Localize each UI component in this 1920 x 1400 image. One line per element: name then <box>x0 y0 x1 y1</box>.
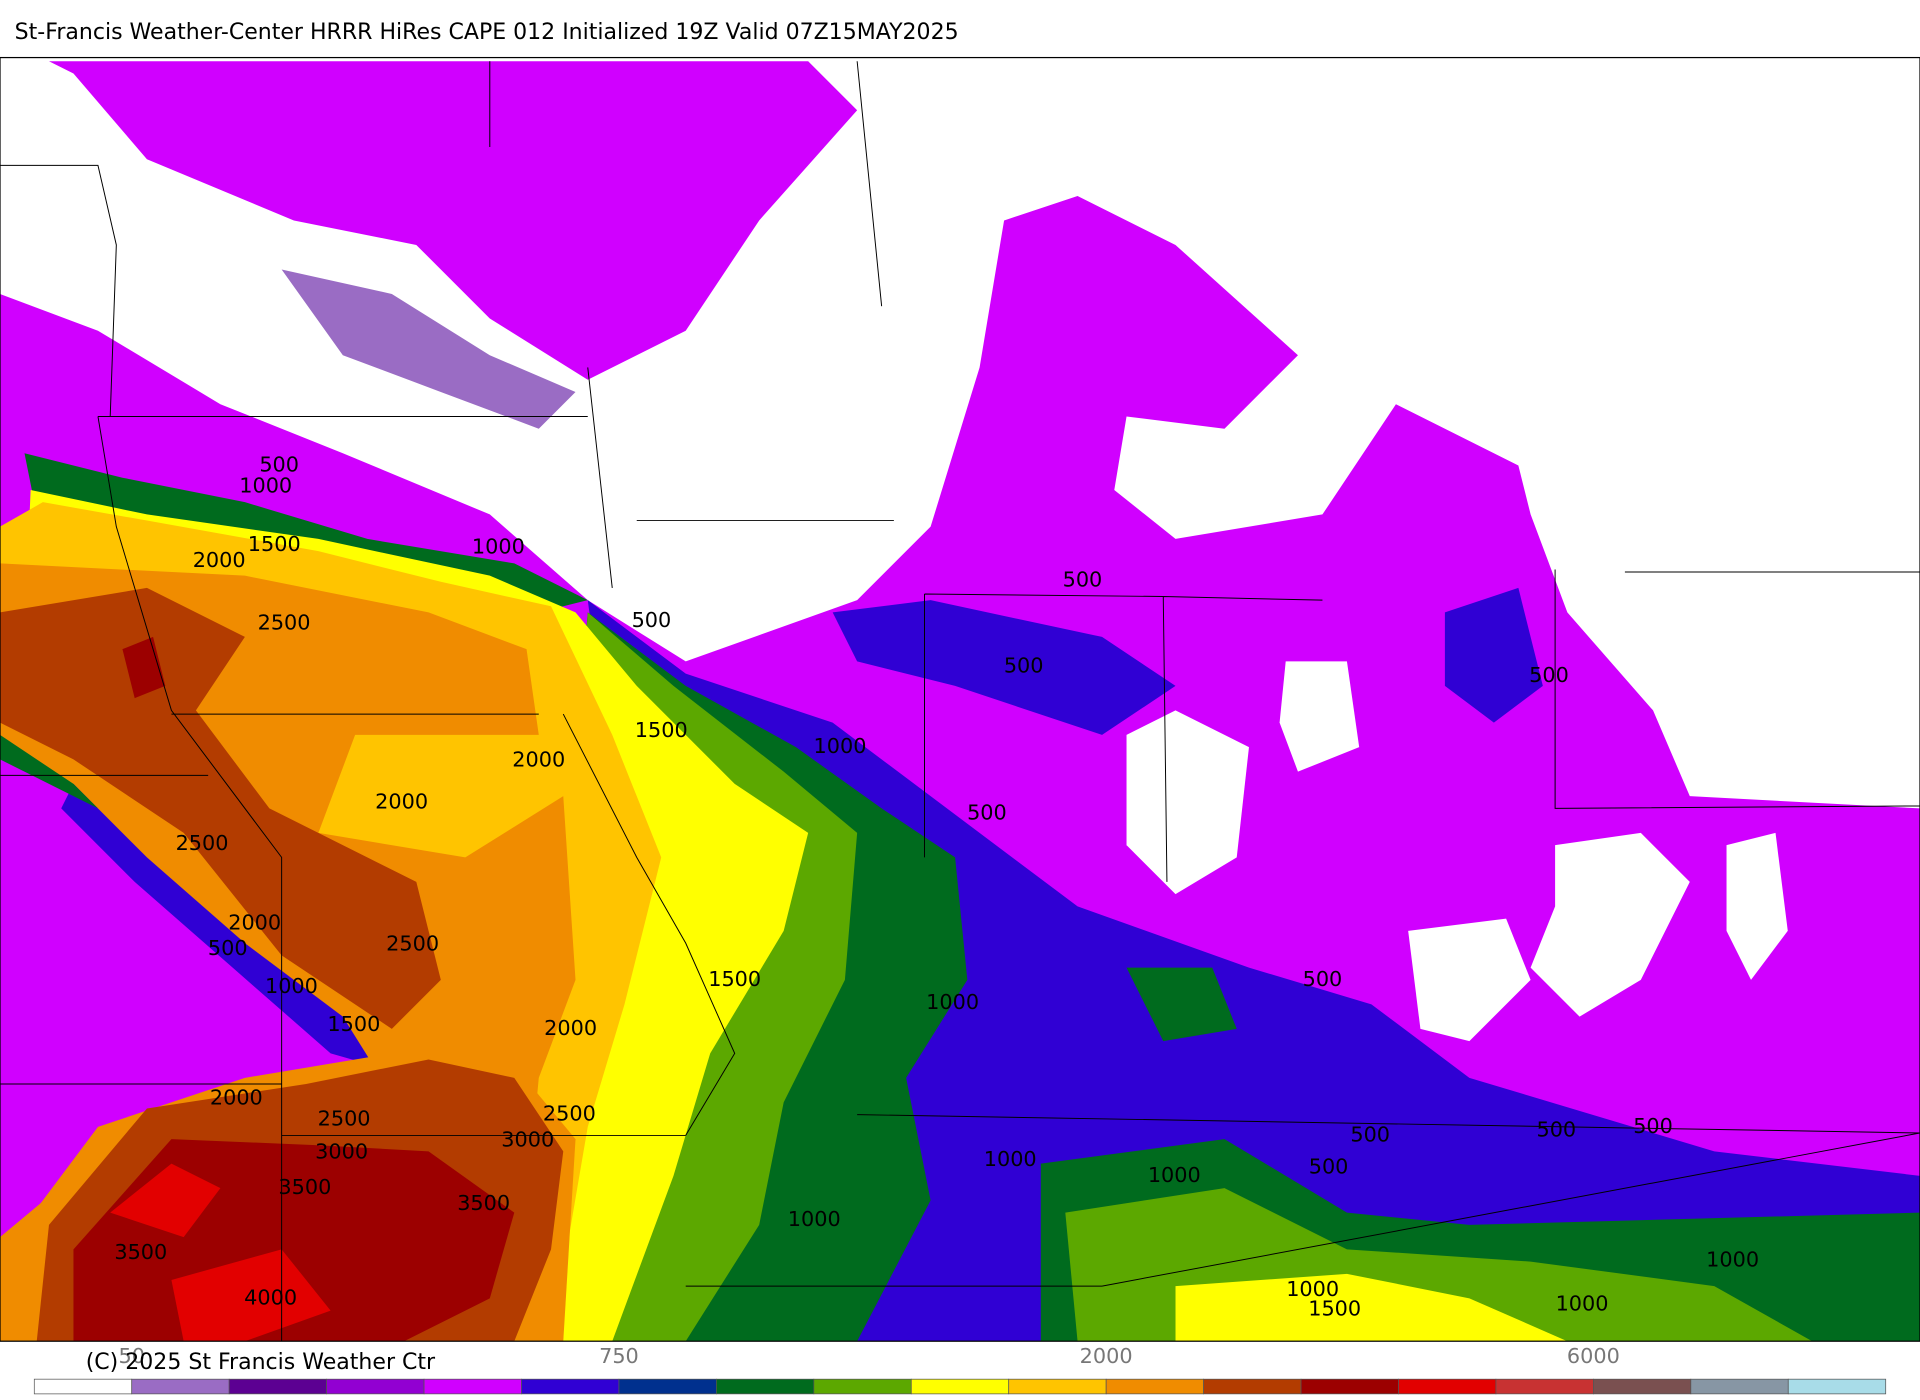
contour-label: 1500 <box>327 1012 380 1036</box>
field-dark-green <box>0 734 98 809</box>
colorbar-label: 50 <box>118 1344 144 1368</box>
colorbar-cell <box>1008 1378 1107 1395</box>
colorbar-cell <box>910 1378 1010 1395</box>
contour-label: 500 <box>632 608 672 632</box>
contour-label: 1000 <box>239 473 292 497</box>
title: St-Francis Weather-Center HRRR HiRes CAP… <box>15 20 959 45</box>
colorbar-cell <box>1787 1378 1887 1395</box>
field-blue <box>1444 587 1543 723</box>
contour-label: 2000 <box>375 789 428 813</box>
contour-label: 1500 <box>635 718 688 742</box>
colorbar-cell <box>618 1378 717 1395</box>
colorbar-label: 2000 <box>1080 1344 1133 1368</box>
field-magenta <box>48 61 858 380</box>
boundaries <box>0 61 1920 1342</box>
colorbar-cell <box>423 1378 522 1395</box>
contour-label: 3500 <box>278 1175 331 1199</box>
contour-label: 500 <box>1633 1114 1673 1138</box>
copyright: (C) 2025 St Francis Weather Ctr <box>86 1350 436 1375</box>
colorbar-cell <box>1300 1378 1399 1395</box>
contour-label: 3000 <box>501 1127 554 1151</box>
contour-label: 3500 <box>114 1240 167 1264</box>
contour-label: 2000 <box>544 1016 597 1040</box>
contour-label: 1000 <box>1556 1291 1609 1315</box>
contour-label: 1000 <box>1148 1163 1201 1187</box>
contour-label: 2500 <box>318 1107 371 1131</box>
field-light-purple <box>281 269 576 429</box>
border <box>0 61 1920 1342</box>
colorbar-cell <box>33 1378 133 1395</box>
colorbar-cell <box>1203 1378 1302 1395</box>
colorbar-cell <box>131 1378 230 1395</box>
field-brown <box>0 587 441 1029</box>
colorbar-cell <box>716 1378 815 1395</box>
colorbar: 50 750 2000 6000 <box>33 1344 1887 1395</box>
colorbar-cell <box>228 1378 327 1395</box>
contour-label: 500 <box>259 452 299 476</box>
contour-label: 500 <box>1350 1122 1390 1146</box>
contour-label: 500 <box>1309 1154 1349 1178</box>
field-blue <box>832 600 1176 735</box>
contour-label: 500 <box>967 800 1007 824</box>
colorbar-cell <box>1398 1378 1497 1395</box>
contour-label: 2000 <box>193 548 246 572</box>
colorbar-cell <box>1495 1378 1594 1395</box>
contour-label: 2500 <box>258 610 311 634</box>
field-dark-green <box>1126 967 1237 1042</box>
colorbar-cell <box>521 1378 620 1395</box>
contour-label: 3000 <box>315 1140 368 1164</box>
contour-label: 4000 <box>244 1285 297 1309</box>
contour-label: 1000 <box>984 1147 1037 1171</box>
contour-label: 1000 <box>1706 1247 1759 1271</box>
contour-label: 2000 <box>512 748 565 772</box>
contour-label: 2000 <box>228 911 281 935</box>
contour-label: 1500 <box>708 967 761 991</box>
contour-label: 1500 <box>248 532 301 556</box>
contour-label: 500 <box>1004 653 1044 677</box>
colorbar-label: 750 <box>599 1344 639 1368</box>
contour-label: 1000 <box>926 990 979 1014</box>
field-clear <box>1126 710 1249 895</box>
colorbar-cell <box>326 1378 425 1395</box>
contour-label: 500 <box>1536 1118 1576 1142</box>
field-clear <box>1408 918 1531 1042</box>
contour-label: 1000 <box>472 535 525 559</box>
field-clear <box>1530 832 1690 1017</box>
contour-label: 3500 <box>457 1191 510 1215</box>
contour-label: 2500 <box>176 831 229 855</box>
contour-label: 1000 <box>1286 1277 1339 1301</box>
map-frame <box>0 56 1920 1342</box>
contour-label: 500 <box>1529 663 1569 687</box>
field-yellow <box>1175 1273 1568 1342</box>
contour-label: 2000 <box>210 1086 263 1110</box>
cape-field <box>0 61 1920 1342</box>
field-clear <box>1726 832 1788 980</box>
field-red <box>171 1249 331 1342</box>
contour-label: 1000 <box>788 1207 841 1231</box>
contour-label: 2500 <box>386 931 439 955</box>
contour-label: 2500 <box>543 1102 596 1126</box>
field-blue <box>61 783 374 1066</box>
contour-label: 500 <box>208 936 248 960</box>
field-red <box>110 1163 221 1238</box>
colorbar-cell <box>813 1378 912 1395</box>
field-dark-red <box>122 636 166 699</box>
colorbar-label: 6000 <box>1567 1344 1620 1368</box>
field-clear <box>1279 661 1360 772</box>
colorbar-cell <box>1690 1378 1789 1395</box>
colorbar-cell <box>1105 1378 1204 1395</box>
contour-label: 500 <box>1303 967 1343 991</box>
contour-label: 1000 <box>814 734 867 758</box>
field-magenta <box>0 747 368 1238</box>
contour-label: 1500 <box>1308 1296 1361 1320</box>
contour-label: 500 <box>1063 568 1103 592</box>
contour-label: 1000 <box>265 974 318 998</box>
colorbar-cell <box>1593 1378 1692 1395</box>
